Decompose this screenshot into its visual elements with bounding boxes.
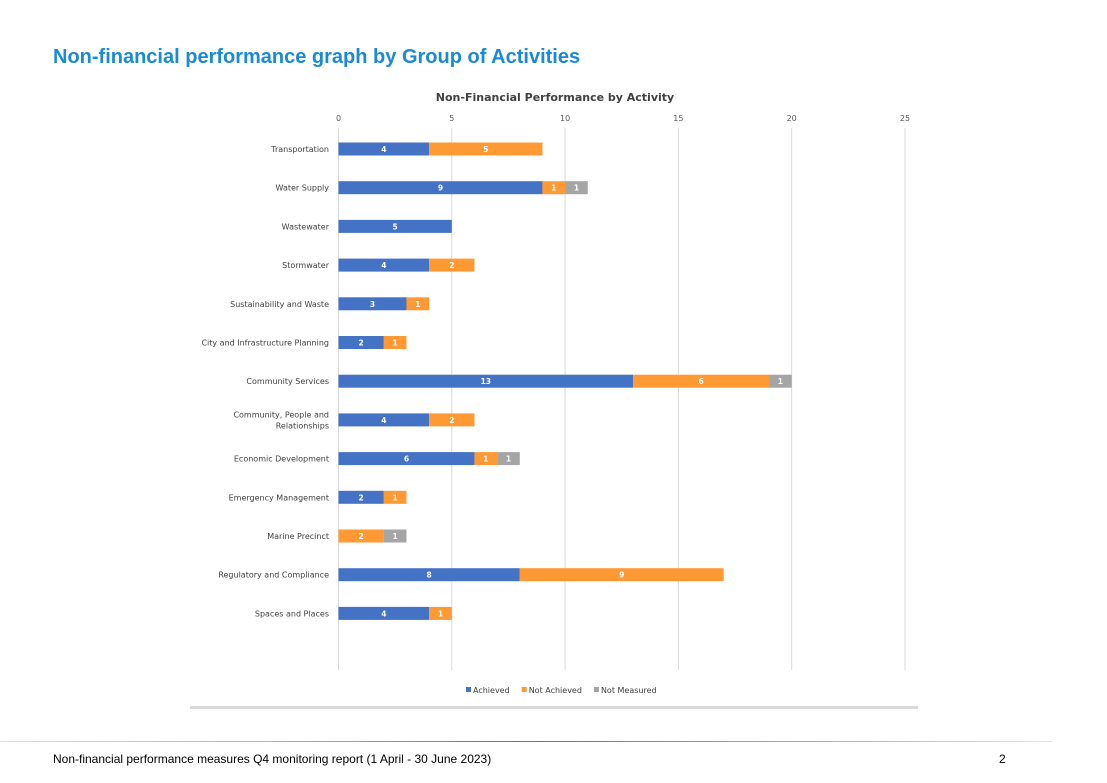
category-labels: Transportation Water Supply Wastewater Stor… [201,145,329,618]
data-label: 6 [698,377,703,386]
x-tick-label: 25 [900,114,910,123]
chart-title: Non-Financial Performance by Activity [436,91,674,104]
stacked-bar-chart: Non-Financial Performance by Activity 0 5… [201,91,910,695]
data-label: 1 [393,532,398,541]
data-label: 1 [393,493,398,502]
category-label: Economic Development [234,455,329,464]
bar-segment [429,258,475,272]
category-label: Spaces and Places [255,609,329,618]
data-label: 1 [506,455,511,464]
data-label: 1 [551,184,556,193]
bar-segment [338,258,430,272]
bar-segment [338,529,384,543]
bar-segment [769,374,792,388]
page-number: 2 [999,752,1006,766]
data-label: 2 [359,532,364,541]
data-label: 9 [438,184,443,193]
gridlines [338,128,906,670]
bar-segment [338,297,407,311]
legend-label: Not Achieved [529,686,582,695]
footer-text: Non-financial performance measures Q4 mo… [53,752,492,766]
data-label: 2 [449,416,454,425]
category-label: Community, People and Relationships [233,410,329,430]
data-label: 13 [481,377,491,386]
data-label: 9 [619,571,624,580]
data-labels: 4 5 9 1 1 5 4 2 3 1 2 1 13 6 1 4 2 6 1 1 2 1 2 1 8 9 4 1 [359,145,783,618]
category-label: Wastewater [282,222,330,231]
category-label: City and Infrastructure Planning [201,339,329,348]
bar-segment [565,181,588,195]
bar-segment [383,490,407,504]
data-label: 5 [483,145,488,154]
bar-segment [429,413,475,427]
legend-swatch [593,687,599,692]
category-label: Sustainability and Waste [230,300,329,309]
page-heading: Non-financial performance graph by Group… [53,46,581,68]
bar-segment [338,181,543,195]
x-tick-label: 10 [560,114,570,123]
bar-segment [383,336,407,349]
data-label: 4 [381,416,386,425]
bar-segment [519,568,724,582]
data-label: 1 [778,377,783,386]
data-label: 1 [415,300,420,309]
x-tick-label: 0 [336,114,341,123]
bar-segment [474,452,498,466]
bar-segment [338,490,384,504]
legend-label: Not Measured [601,686,657,695]
x-tick-label: 15 [673,114,683,123]
chart-bottom-rule [190,706,918,709]
legend-swatch [521,687,527,692]
data-label: 1 [438,609,443,618]
x-tick-label: 5 [449,114,454,123]
bar-segment [338,606,430,620]
legend-swatch [466,687,471,692]
bar-segment [338,336,384,349]
data-label: 1 [574,184,579,193]
data-label: 5 [393,222,398,231]
data-label: 2 [359,493,364,502]
bar-segment [338,568,520,582]
data-label: 3 [370,300,375,309]
bar-segment [429,606,452,620]
legend-label: Achieved [473,686,510,695]
bar-segment [383,529,407,543]
legend: Achieved Not Achieved Not Measured [466,686,657,695]
category-label: Stormwater [282,261,330,270]
data-label: 2 [449,261,454,270]
data-label: 1 [393,339,398,348]
category-label: Emergency Management [229,493,329,502]
bar-segment [338,374,634,388]
x-axis-ticks: 0 5 10 15 20 25 [336,114,910,123]
category-label: Transportation [270,145,329,154]
category-label: Water Supply [276,184,330,193]
x-tick-label: 20 [787,114,797,123]
category-label: Regulatory and Compliance [218,571,329,580]
bar-segment [338,219,452,233]
bar-segment [429,142,543,156]
bar-segment [633,374,770,388]
category-label: Marine Precinct [267,532,329,541]
bar-segment [338,413,430,427]
data-label: 4 [381,145,386,154]
footer-rule [0,741,1052,742]
data-label: 8 [427,571,432,580]
bar-segment [406,297,430,311]
data-label: 4 [381,261,386,270]
bars [338,142,792,620]
data-label: 6 [404,455,409,464]
data-label: 4 [381,609,386,618]
bar-segment [542,181,566,195]
bar-segment [338,142,430,156]
data-label: 2 [359,339,364,348]
category-label: Community Services [246,377,329,386]
bar-segment [338,452,475,466]
bar-segment [497,452,520,466]
data-label: 1 [483,455,488,464]
